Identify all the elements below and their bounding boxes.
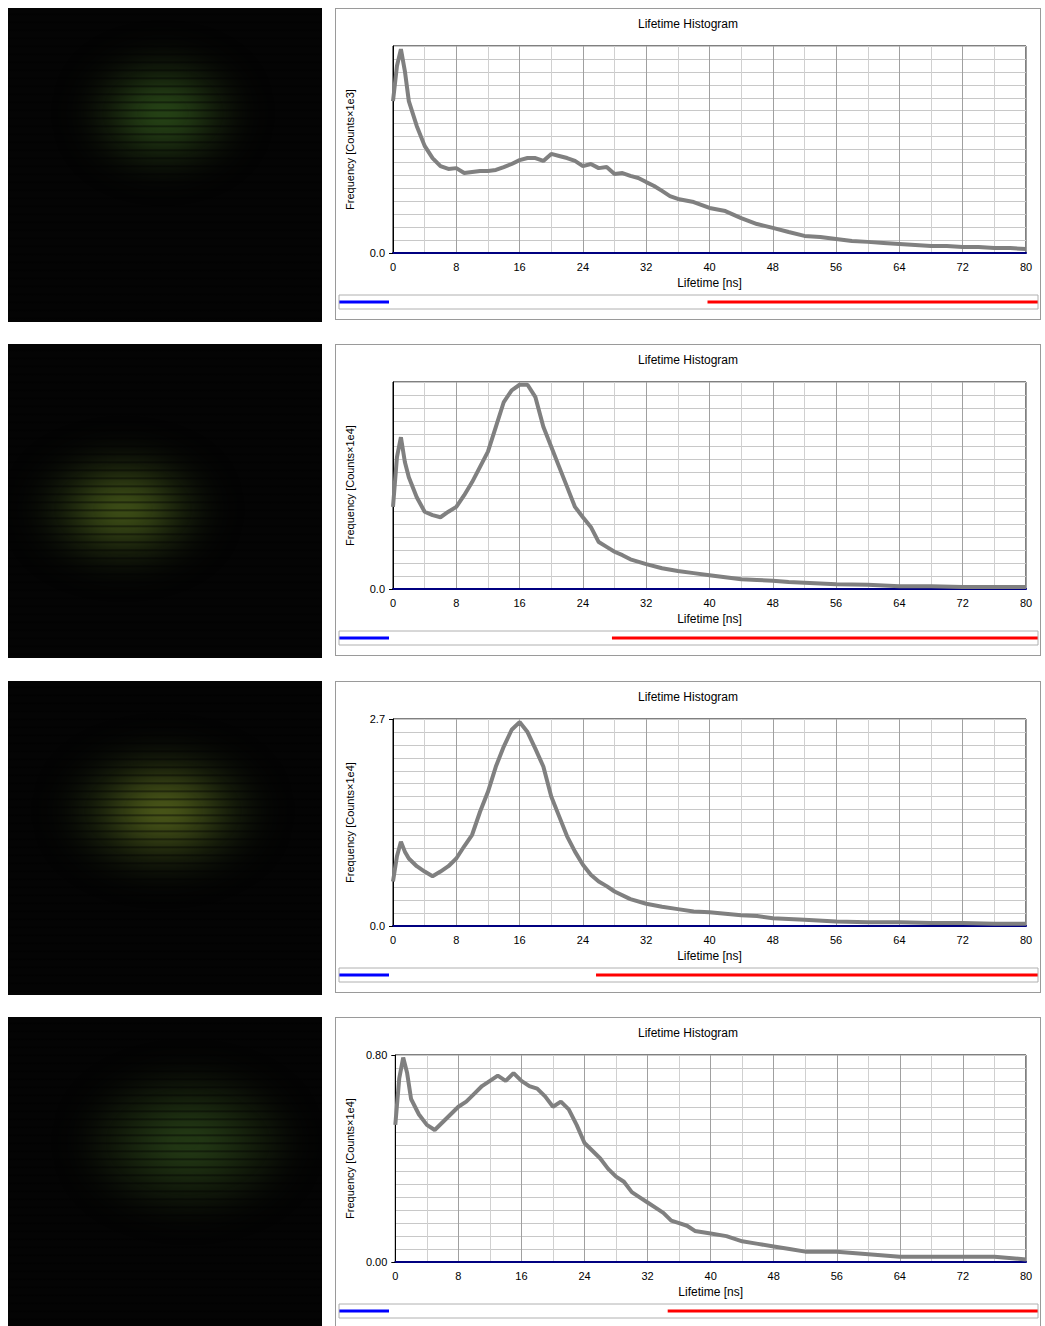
svg-text:Frequency [Counts×1e4]: Frequency [Counts×1e4] [344,1098,356,1219]
svg-text:8: 8 [453,261,459,273]
svg-text:Lifetime [ns]: Lifetime [ns] [677,612,742,626]
svg-text:40: 40 [705,1270,717,1282]
svg-text:Lifetime [ns]: Lifetime [ns] [677,949,742,963]
svg-text:0: 0 [392,1270,398,1282]
svg-text:16: 16 [515,1270,527,1282]
svg-text:Lifetime Histogram: Lifetime Histogram [638,353,738,367]
svg-text:32: 32 [641,1270,653,1282]
svg-text:80: 80 [1020,934,1032,946]
svg-text:Lifetime Histogram: Lifetime Histogram [638,690,738,704]
svg-text:48: 48 [767,261,779,273]
svg-text:64: 64 [893,597,905,609]
svg-text:0.80: 0.80 [366,1049,387,1061]
svg-text:24: 24 [577,597,589,609]
svg-text:24: 24 [577,261,589,273]
svg-text:64: 64 [893,934,905,946]
svg-text:72: 72 [957,934,969,946]
svg-text:Frequency [Counts×1e4]: Frequency [Counts×1e4] [344,425,356,546]
svg-text:56: 56 [830,261,842,273]
svg-text:Lifetime Histogram: Lifetime Histogram [638,17,738,31]
svg-text:24: 24 [578,1270,590,1282]
svg-text:Lifetime [ns]: Lifetime [ns] [678,1285,743,1299]
svg-text:40: 40 [703,597,715,609]
svg-text:40: 40 [703,261,715,273]
svg-text:72: 72 [957,261,969,273]
svg-text:32: 32 [640,261,652,273]
svg-text:32: 32 [640,597,652,609]
svg-text:32: 32 [640,934,652,946]
svg-text:0.00: 0.00 [366,1256,387,1268]
svg-text:72: 72 [957,1270,969,1282]
svg-text:72: 72 [957,597,969,609]
svg-text:0: 0 [390,261,396,273]
svg-text:0.0: 0.0 [370,920,385,932]
svg-text:56: 56 [830,597,842,609]
svg-text:0.0: 0.0 [370,583,385,595]
svg-text:24: 24 [577,934,589,946]
svg-text:Frequency [Counts×1e4]: Frequency [Counts×1e4] [344,762,356,883]
svg-text:64: 64 [893,261,905,273]
svg-text:0: 0 [390,597,396,609]
svg-text:80: 80 [1020,597,1032,609]
svg-text:56: 56 [831,1270,843,1282]
svg-text:8: 8 [455,1270,461,1282]
svg-text:64: 64 [894,1270,906,1282]
svg-text:80: 80 [1020,1270,1032,1282]
svg-text:48: 48 [768,1270,780,1282]
svg-text:Lifetime Histogram: Lifetime Histogram [638,1026,738,1040]
svg-text:16: 16 [513,934,525,946]
svg-text:0: 0 [390,934,396,946]
svg-text:8: 8 [453,934,459,946]
svg-text:Lifetime [ns]: Lifetime [ns] [677,276,742,290]
svg-text:2.7: 2.7 [370,713,385,725]
svg-text:56: 56 [830,934,842,946]
svg-text:8: 8 [453,597,459,609]
svg-text:16: 16 [513,597,525,609]
svg-text:48: 48 [767,597,779,609]
svg-text:16: 16 [513,261,525,273]
svg-text:Frequency [Counts×1e3]: Frequency [Counts×1e3] [344,89,356,210]
svg-text:48: 48 [767,934,779,946]
svg-text:80: 80 [1020,261,1032,273]
svg-text:0.0: 0.0 [370,247,385,259]
svg-text:40: 40 [703,934,715,946]
